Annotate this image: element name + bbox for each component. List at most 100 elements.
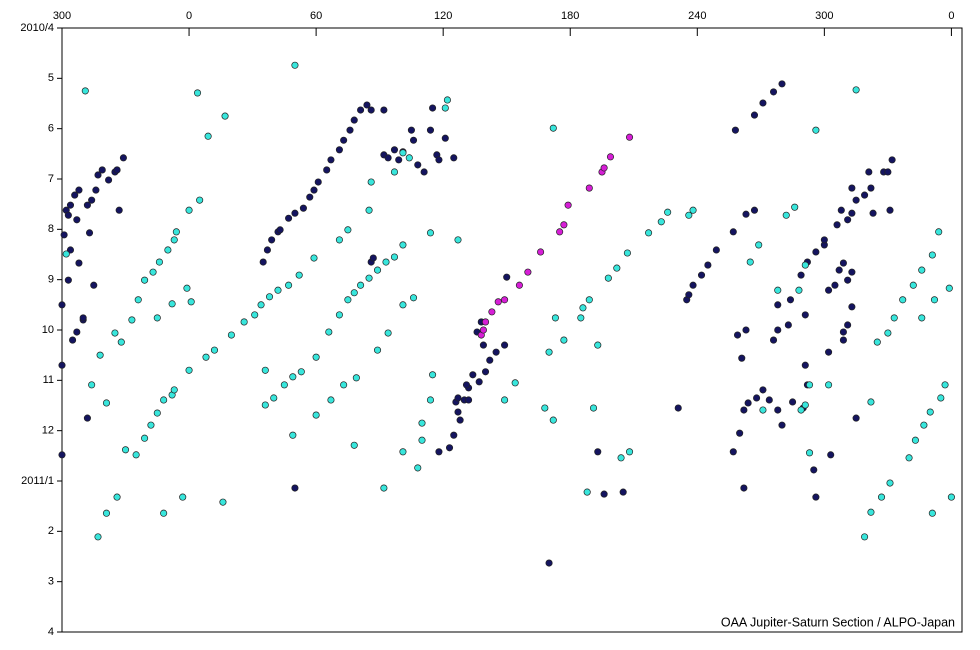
data-point [791,203,799,211]
data-point [384,329,392,337]
data-point [134,296,142,304]
data-point [600,164,608,172]
data-point [606,153,615,161]
data-point [340,381,348,389]
data-point [825,381,833,389]
data-point [774,286,782,294]
data-point [594,448,602,456]
data-point [805,449,814,457]
data-point [585,296,593,304]
data-point [83,201,91,209]
data-point [685,211,693,219]
data-point [600,490,608,498]
data-point [492,348,500,356]
data-point [556,228,564,236]
data-point [390,253,399,261]
data-point [291,61,299,69]
data-point [619,488,627,496]
data-point [918,266,926,274]
data-point [75,186,83,194]
data-point [786,296,795,304]
data-point [352,374,360,382]
data-point [365,206,373,214]
data-point [367,106,375,114]
data-point [261,401,269,409]
data-point [918,314,926,322]
data-point [657,218,665,226]
plot-area [61,27,963,633]
data-point [265,293,274,301]
data-point [373,346,382,354]
data-point [132,451,140,459]
data-point [285,281,293,289]
data-point [141,434,149,442]
data-point [435,156,443,164]
data-point [848,209,856,217]
data-point [867,508,875,516]
data-point [73,216,81,224]
data-point [867,398,875,406]
data-point [778,80,786,88]
y-tick-label: 6 [48,123,54,135]
data-point [420,168,428,176]
x-tick-label: 300 [815,10,833,22]
data-point [119,154,127,162]
data-point [759,406,767,414]
data-point [399,241,407,249]
data-point [291,484,299,492]
data-point [363,101,371,109]
data-point [759,99,767,107]
data-point [73,328,81,336]
data-point [83,414,91,422]
data-point [429,371,437,379]
data-point [179,493,187,501]
data-point [488,308,496,316]
data-point [435,448,443,456]
y-tick-label: 4 [48,626,54,638]
data-point [930,296,939,304]
data-point [147,421,155,429]
data-point [736,429,744,437]
y-tick-label: 12 [42,425,54,437]
data-point [797,271,805,279]
data-point [759,386,767,394]
data-point [740,406,748,414]
data-point [494,298,502,306]
data-point [884,168,892,176]
data-point [911,436,919,444]
data-point [58,361,66,369]
data-point [276,226,284,234]
data-point [426,229,435,237]
data-point [168,300,176,308]
data-point [812,126,820,134]
data-point [323,166,331,174]
x-tick-label: 240 [688,10,706,22]
data-point [744,399,752,407]
data-point [390,146,399,154]
data-point [409,294,418,302]
data-point [920,421,928,429]
data-point [937,394,945,402]
data-point [801,311,809,319]
data-point [820,236,828,244]
data-point [202,353,210,361]
data-point [831,281,839,289]
data-point [66,246,75,254]
data-point [170,236,178,244]
data-point [350,441,358,449]
data-point [187,298,195,306]
data-point [664,208,672,216]
data-point [825,286,833,294]
data-point [501,341,509,349]
data-point [240,318,248,326]
data-point [280,381,288,389]
data-point [861,191,869,199]
data-point [577,314,585,322]
data-point [66,201,75,209]
data-point [844,276,852,284]
data-point [890,314,898,322]
data-point [429,104,437,112]
data-point [357,281,365,289]
data-point [844,321,852,329]
